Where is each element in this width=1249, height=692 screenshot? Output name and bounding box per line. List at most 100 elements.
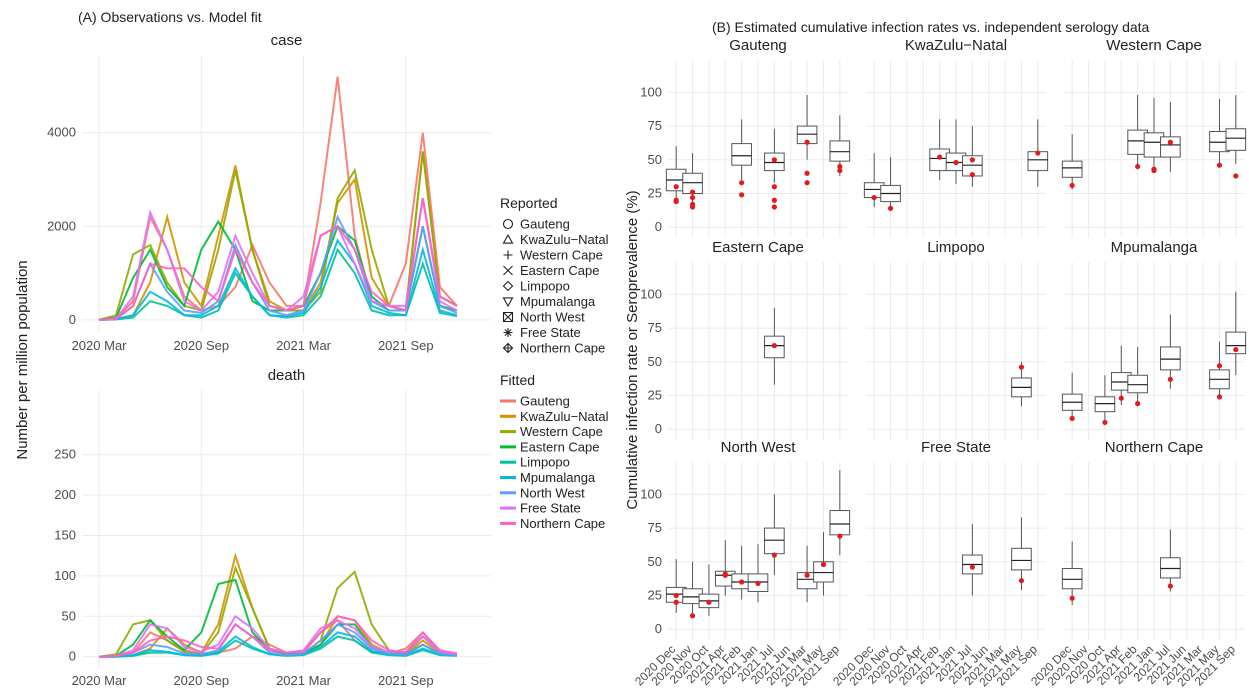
- box: [1011, 547, 1032, 571]
- legend-key: [502, 218, 514, 230]
- box: [1061, 160, 1083, 178]
- y-tick-label: 150: [54, 527, 76, 542]
- serology-point: [1216, 162, 1223, 168]
- legend-key-shape: [502, 218, 514, 230]
- legend-key: [502, 233, 514, 244]
- serology-point: [1069, 182, 1075, 189]
- serology-point: [1167, 139, 1173, 145]
- legend-label: North West: [520, 485, 585, 500]
- serology-point: [953, 159, 959, 166]
- box: [764, 527, 785, 555]
- serology-point: [739, 180, 745, 186]
- facet-title: Limpopo: [927, 239, 985, 256]
- legend-label: Limpopo: [520, 455, 570, 470]
- serology-point: [1216, 394, 1223, 400]
- box: [1225, 331, 1247, 355]
- x-tick-label: 2021 Sep: [378, 338, 434, 353]
- legend-key-shape: [503, 265, 513, 276]
- legend-label: Gauteng: [520, 217, 570, 232]
- y-tick-label: 0: [69, 649, 76, 664]
- y-tick-label: 50: [648, 554, 662, 569]
- serology-point: [771, 204, 777, 210]
- legend-label: Eastern Cape: [520, 263, 600, 278]
- serology-point: [1135, 400, 1141, 407]
- legend-key: [502, 280, 514, 292]
- facet-title: Northern Cape: [1105, 439, 1203, 456]
- serology-point: [771, 157, 777, 163]
- fitted-line: [98, 622, 457, 658]
- facet-title: Free State: [921, 439, 991, 456]
- legend-label: Free State: [520, 325, 581, 340]
- legend-label: North West: [520, 310, 585, 325]
- y-tick-label: 25: [648, 388, 662, 403]
- legend-key-shape: [502, 311, 514, 323]
- panel-a-title: (A) Observations vs. Model fit: [78, 9, 262, 25]
- y-tick-label: 75: [648, 320, 662, 335]
- serology-point: [1216, 363, 1223, 369]
- y-tick-label: 0: [655, 621, 662, 636]
- fitted-line: [98, 615, 458, 658]
- facet-title: North West: [721, 439, 797, 456]
- serology-point: [804, 572, 810, 578]
- legend-label: Mpumalanga: [520, 470, 596, 485]
- legend-label: KwaZulu−Natal: [520, 409, 609, 424]
- serology-point: [673, 198, 679, 205]
- serology-point: [837, 533, 843, 539]
- box: [829, 140, 851, 162]
- x-tick-label: 2020 Sep: [173, 338, 229, 353]
- serology-point: [771, 343, 777, 349]
- serology-point: [771, 552, 777, 558]
- serology-point: [1167, 583, 1173, 589]
- serology-point: [1118, 395, 1124, 401]
- x-tick-label: 2021 Mar: [276, 338, 332, 353]
- serology-point: [820, 561, 827, 568]
- legend-label: Northern Cape: [520, 516, 605, 531]
- legend-key-shape: [503, 250, 513, 260]
- y-tick-label: 250: [54, 447, 76, 462]
- x-tick-label: 2020 Mar: [72, 338, 128, 353]
- serology-point: [804, 139, 810, 145]
- serology-point: [689, 194, 696, 201]
- x-tick-label: 2021 Mar: [276, 673, 332, 688]
- serology-point: [1018, 578, 1025, 584]
- legend-label: Eastern Cape: [520, 439, 600, 454]
- panel-a-y-label: Number per million population: [14, 260, 31, 459]
- fitted-line: [98, 238, 458, 321]
- serology-point: [1151, 167, 1157, 174]
- serology-point: [689, 189, 696, 195]
- box: [1160, 136, 1181, 158]
- panel-b-title: (B) Estimated cumulative infection rates…: [712, 19, 1150, 35]
- serology-point: [969, 157, 975, 163]
- legend-key-shape: [503, 328, 513, 337]
- legend-title: Reported: [500, 195, 558, 211]
- x-tick-label: 2020 Mar: [72, 673, 128, 688]
- serology-point: [1035, 150, 1041, 156]
- legend-key-shape: [502, 280, 514, 292]
- facet-title: Western Cape: [1106, 37, 1202, 54]
- y-tick-label: 100: [640, 486, 662, 501]
- serology-point: [1233, 173, 1239, 179]
- box: [1127, 374, 1148, 394]
- legend-key: [503, 328, 513, 337]
- legend-label: Free State: [520, 501, 581, 516]
- legend-label: Mpumalanga: [520, 294, 596, 309]
- serology-point: [771, 184, 777, 190]
- legend-key: [502, 297, 514, 308]
- serology-point: [1135, 163, 1141, 170]
- y-tick-label: 50: [648, 354, 662, 369]
- y-tick-label: 75: [648, 520, 662, 535]
- box: [1061, 568, 1083, 590]
- legend-label: Gauteng: [520, 394, 570, 409]
- legend-key: [503, 265, 513, 276]
- serology-point: [1167, 376, 1173, 382]
- serology-point: [673, 592, 679, 599]
- y-tick-label: 75: [648, 118, 662, 133]
- facet-title: Gauteng: [729, 37, 787, 54]
- box: [731, 143, 752, 166]
- legend-key-shape: [502, 233, 514, 244]
- serology-point: [706, 599, 712, 605]
- serology-point: [689, 204, 696, 210]
- serology-point: [1102, 419, 1108, 426]
- legend-key-shape: [502, 342, 514, 354]
